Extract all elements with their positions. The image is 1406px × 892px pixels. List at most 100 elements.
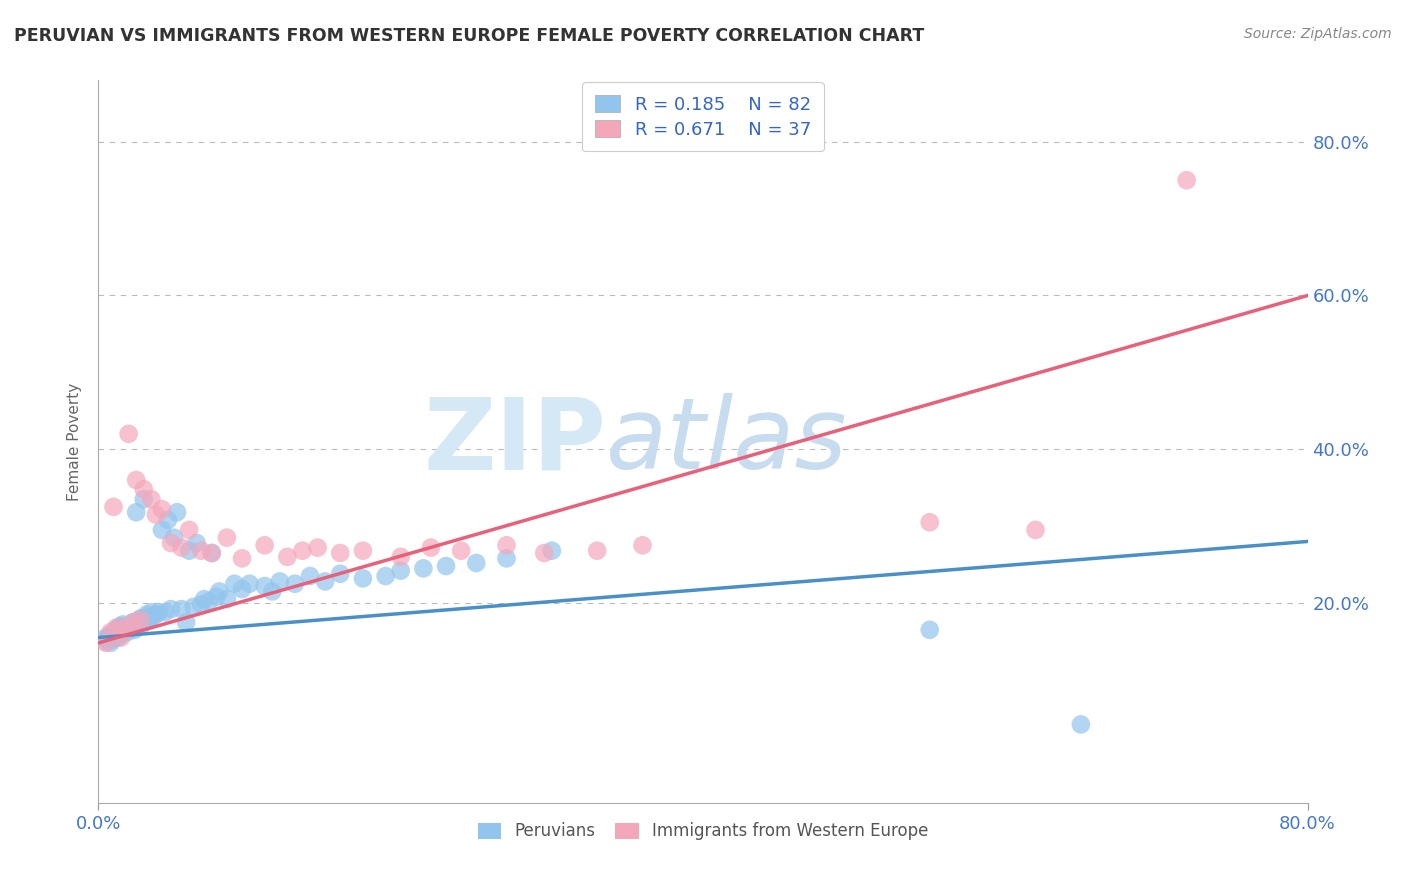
Point	[193, 592, 215, 607]
Point	[112, 623, 135, 637]
Point	[94, 634, 117, 648]
Point	[329, 566, 352, 581]
Point	[96, 631, 118, 645]
Text: Source: ZipAtlas.com: Source: ZipAtlas.com	[1244, 27, 1392, 41]
Point	[374, 569, 396, 583]
Point	[179, 543, 201, 558]
Point	[141, 492, 163, 507]
Point	[127, 615, 149, 630]
Point	[122, 615, 145, 630]
Point	[197, 594, 219, 608]
Point	[540, 543, 562, 558]
Point	[918, 623, 941, 637]
Point	[104, 631, 127, 645]
Point	[434, 559, 457, 574]
Point	[128, 613, 150, 627]
Point	[124, 623, 146, 637]
Point	[284, 576, 307, 591]
Point	[215, 592, 238, 607]
Point	[329, 546, 352, 560]
Point	[160, 602, 183, 616]
Point	[121, 621, 143, 635]
Point	[125, 473, 148, 487]
Point	[495, 538, 517, 552]
Point	[148, 605, 170, 619]
Point	[231, 551, 253, 566]
Point	[100, 628, 122, 642]
Point	[420, 541, 443, 555]
Point	[190, 598, 212, 612]
Point	[105, 621, 128, 635]
Point	[94, 631, 117, 645]
Point	[631, 538, 654, 552]
Point	[94, 636, 117, 650]
Point	[231, 582, 253, 596]
Legend: Peruvians, Immigrants from Western Europe: Peruvians, Immigrants from Western Europ…	[470, 814, 936, 848]
Point	[115, 625, 138, 640]
Point	[208, 584, 231, 599]
Point	[145, 607, 167, 622]
Point	[101, 632, 124, 647]
Point	[111, 623, 134, 637]
Point	[110, 619, 132, 633]
Point	[103, 631, 125, 645]
Point	[108, 628, 131, 642]
Point	[131, 617, 153, 632]
Point	[307, 541, 329, 555]
Point	[141, 605, 163, 619]
Point	[100, 636, 122, 650]
Point	[239, 576, 262, 591]
Point	[160, 536, 183, 550]
Point	[114, 621, 136, 635]
Point	[108, 621, 131, 635]
Point	[107, 631, 129, 645]
Point	[215, 531, 238, 545]
Point	[166, 505, 188, 519]
Point	[120, 617, 142, 632]
Point	[118, 621, 141, 635]
Point	[269, 574, 291, 589]
Point	[142, 609, 165, 624]
Point	[174, 615, 197, 630]
Point	[412, 561, 434, 575]
Point	[129, 611, 152, 625]
Text: ZIP: ZIP	[423, 393, 606, 490]
Point	[262, 584, 284, 599]
Point	[125, 505, 148, 519]
Point	[107, 621, 129, 635]
Point	[98, 631, 121, 645]
Point	[100, 625, 122, 640]
Point	[352, 571, 374, 585]
Point	[136, 613, 159, 627]
Point	[1175, 173, 1198, 187]
Point	[253, 538, 276, 552]
Y-axis label: Female Poverty: Female Poverty	[67, 383, 83, 500]
Point	[224, 576, 246, 591]
Point	[150, 523, 173, 537]
Point	[132, 482, 155, 496]
Point	[190, 543, 212, 558]
Point	[299, 569, 322, 583]
Point	[156, 513, 179, 527]
Point	[276, 549, 298, 564]
Point	[145, 508, 167, 522]
Point	[450, 543, 472, 558]
Point	[179, 523, 201, 537]
Point	[465, 556, 488, 570]
Point	[253, 579, 276, 593]
Point	[1024, 523, 1046, 537]
Point	[122, 615, 145, 630]
Point	[110, 626, 132, 640]
Point	[129, 613, 152, 627]
Point	[114, 621, 136, 635]
Point	[533, 546, 555, 560]
Point	[495, 551, 517, 566]
Point	[103, 500, 125, 514]
Point	[1070, 717, 1092, 731]
Point	[163, 531, 186, 545]
Point	[352, 543, 374, 558]
Point	[105, 628, 128, 642]
Point	[586, 543, 609, 558]
Point	[134, 611, 156, 625]
Point	[135, 607, 157, 622]
